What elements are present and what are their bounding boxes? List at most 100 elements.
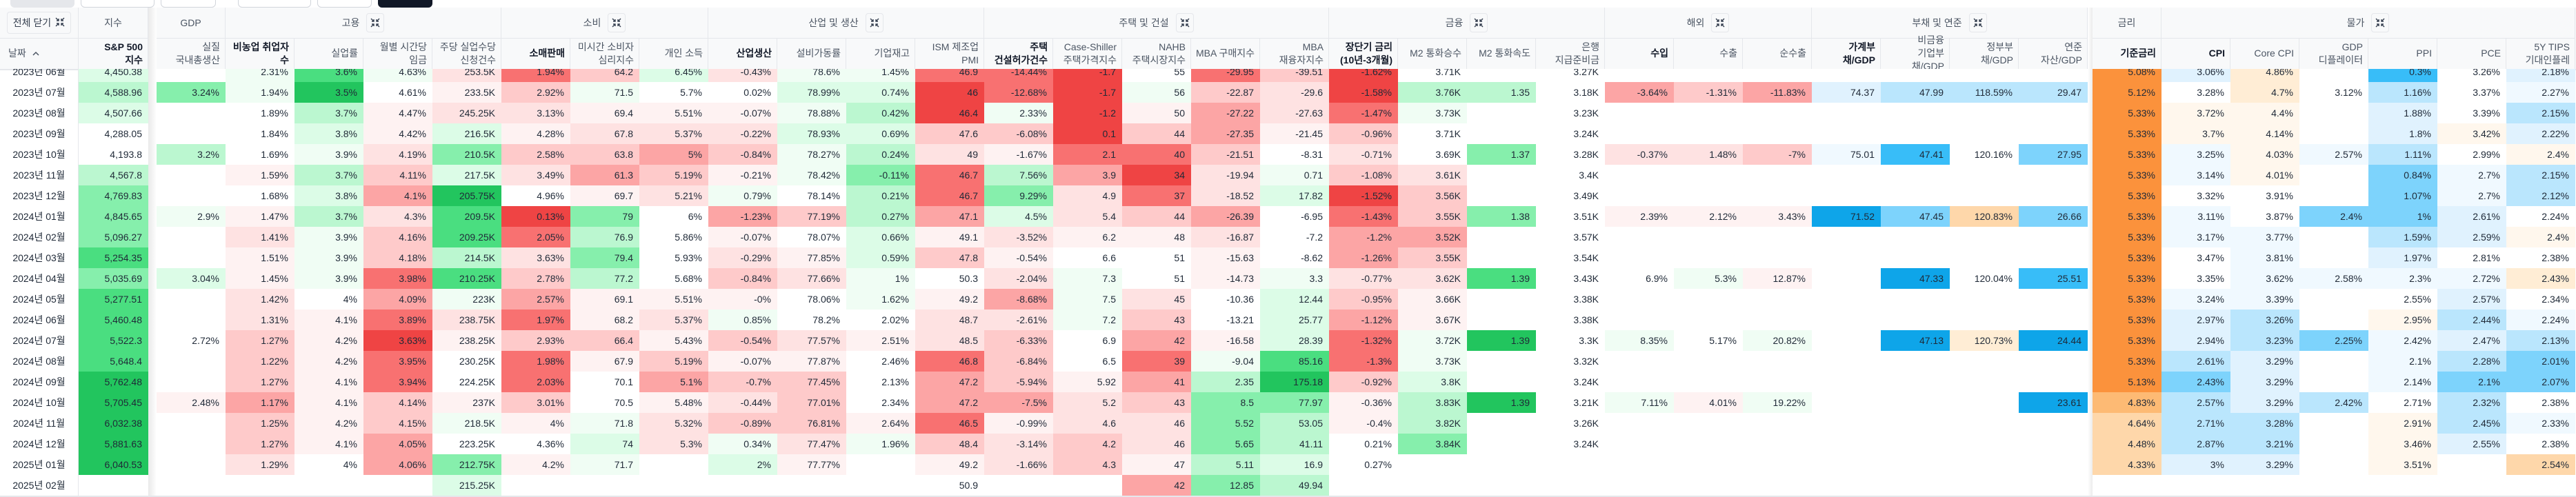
cell-net-exports: 12.87% <box>1743 268 1812 289</box>
table-row[interactable]: 2024년 01월 4,845.65 2.9% 1.47% 3.7% 4.3% 209.5K… <box>0 206 2575 227</box>
table-row[interactable]: 2024년 07월 5,522.3 2.72% 1.27% 4.2% 3.63% 238.2… <box>0 330 2575 351</box>
table-row[interactable]: 2023년 11월 4,567.8 1.59% 3.7% 4.11% 217.5K 3.49… <box>0 165 2575 185</box>
toolbar-button[interactable] <box>238 0 311 8</box>
table-row[interactable]: 2024년 08월 5,648.4 1.22% 4.2% 3.95% 230.25K 1.9… <box>0 351 2575 372</box>
column-header-ism-pmi[interactable]: ISM 제조업 PMI <box>915 38 984 69</box>
column-header-yield-spread[interactable]: 장단기 금리 (10년-3개월) <box>1329 38 1398 69</box>
horizontal-scrollbar[interactable] <box>0 496 2576 497</box>
toolbar-button[interactable] <box>81 0 154 8</box>
cell-nahb: 43 <box>1122 392 1191 413</box>
table-body[interactable]: 2023년 06월 4,450.38 2.31% 3.6% 4.63% 253.5K 1.9… <box>0 69 2576 496</box>
table-row[interactable]: 2024년 03월 5,254.35 1.51% 3.9% 4.18% 214.5K 3.6… <box>0 247 2575 268</box>
column-header-cpi[interactable]: CPI <box>2161 38 2230 69</box>
table-row[interactable]: 2024년 05월 5,277.51 1.42% 4% 4.09% 223K 2.57% 69… <box>0 289 2575 310</box>
table-row[interactable]: 2023년 12월 4,769.83 1.68% 3.8% 4.1% 205.75K 4.9… <box>0 185 2575 206</box>
column-header-pce[interactable]: PCE <box>2437 38 2506 69</box>
column-header-jobless-claims[interactable]: 주당 실업수당 신청건수 <box>432 38 501 69</box>
toolbar-button[interactable] <box>161 0 216 8</box>
column-header-fed-assets-gdp[interactable]: 연준 자산/GDP <box>2019 38 2088 69</box>
cell-jobless-claims: 237K <box>432 392 501 413</box>
column-header-ppi[interactable]: PPI <box>2368 38 2437 69</box>
sort-ascending-icon[interactable] <box>32 47 40 60</box>
table-row[interactable]: 2025년 01월 6,040.53 1.29% 4% 4.06% 212.75K 4.2%… <box>0 454 2575 475</box>
table-row[interactable]: 2024년 04월 5,035.69 3.04% 1.45% 3.9% 3.98% 210.… <box>0 268 2575 289</box>
column-header-tips-breakeven-5y[interactable]: 5Y TIPS 기대인플레 <box>2506 38 2575 69</box>
column-header-m2-velocity[interactable]: M2 통화속도 <box>1467 38 1536 69</box>
cell-core-cpi: 3.29% <box>2230 351 2299 372</box>
column-header-building-permits[interactable]: 주택 건설허가건수 <box>984 38 1053 69</box>
cell-sp500: 6,040.53 <box>79 454 148 475</box>
table-row[interactable]: 2024년 11월 6,032.38 1.25% 4.2% 4.15% 218.5K 4% 7… <box>0 413 2575 434</box>
cell-unemployment: 3.9% <box>294 247 363 268</box>
collapse-all-button[interactable]: 전체 닫기 <box>6 12 72 34</box>
collapse-group-button[interactable] <box>1470 13 1488 32</box>
cell-net-exports <box>1743 475 1812 496</box>
column-header-michigan-sentiment[interactable]: 미시간 소비자 심리지수 <box>570 38 639 69</box>
collapse-group-button[interactable] <box>608 13 626 32</box>
column-header-corporate-debt-gdp[interactable]: 비금융 기업부채/GDP <box>1881 34 1950 72</box>
column-header-business-inventories[interactable]: 기업재고 <box>846 38 915 69</box>
column-header-industrial-production[interactable]: 산업생산 <box>708 38 777 69</box>
column-header-case-shiller[interactable]: Case-Shiller 주택가격지수 <box>1053 38 1122 69</box>
collapse-group-button[interactable] <box>865 13 883 32</box>
collapse-group-button[interactable] <box>2371 13 2390 32</box>
cell-nonfarm-payrolls: 1.22% <box>226 351 294 372</box>
cell-ppi: 0.84% <box>2368 165 2437 185</box>
column-header-mba-refinance[interactable]: MBA 재융자지수 <box>1260 38 1329 69</box>
cell-sp500: 5,762.48 <box>79 372 148 392</box>
column-header-sp500[interactable]: S&P 500 지수 <box>79 38 148 69</box>
table-row[interactable]: 2025년 02월 215.25K 50.9 42 12.85 49.94 <box>0 475 2575 496</box>
column-header-nahb[interactable]: NAHB 주택시장지수 <box>1122 38 1191 69</box>
column-header-unemployment[interactable]: 실업률 <box>294 38 363 69</box>
column-header-government-debt-gdp[interactable]: 정부부채/GDP <box>1950 38 2019 69</box>
toolbar-primary-button[interactable] <box>378 0 432 8</box>
column-header-imports[interactable]: 수입 <box>1605 38 1674 69</box>
toolbar-button[interactable] <box>317 0 372 8</box>
cell-imports <box>1605 475 1674 496</box>
collapse-group-button[interactable] <box>1711 13 1730 32</box>
cell-jobless-claims: 216.5K <box>432 123 501 144</box>
cell-imports <box>1605 454 1674 475</box>
cell-bank-reserves: 3.27K <box>1536 69 1605 82</box>
table-row[interactable]: 2023년 08월 4,507.66 1.89% 3.7% 4.47% 245.25K 3.… <box>0 103 2575 123</box>
collapse-group-button[interactable] <box>1175 13 1194 32</box>
column-header-date[interactable]: 날짜 <box>0 38 79 69</box>
table-row[interactable]: 2024년 06월 5,460.48 1.31% 4.1% 3.89% 238.75K 1.… <box>0 310 2575 330</box>
table-row[interactable]: 2023년 10월 4,193.8 3.2% 1.69% 3.9% 4.19% 210.5K… <box>0 144 2575 165</box>
table-row[interactable]: 2024년 02월 5,096.27 1.41% 3.9% 4.16% 209.25K 2.… <box>0 227 2575 247</box>
column-header-net-exports[interactable]: 순수출 <box>1743 38 1812 69</box>
column-header-gdp-deflator[interactable]: GDP 디플레이터 <box>2299 38 2368 69</box>
collapse-group-button[interactable] <box>366 13 385 32</box>
column-header-household-debt-gdp[interactable]: 가계부채/GDP <box>1812 38 1881 69</box>
cell-ism-pmi: 49.2 <box>915 289 984 310</box>
column-header-bank-reserves[interactable]: 은행 지급준비금 <box>1536 38 1605 69</box>
column-header-capacity-utilization[interactable]: 설비가동률 <box>777 38 846 69</box>
cell-core-cpi: 4.03% <box>2230 144 2299 165</box>
column-header-nonfarm-payrolls[interactable]: 비농업 취업자 수 <box>226 38 294 69</box>
column-header-hourly-wage[interactable]: 월별 시간당 임금 <box>363 38 432 69</box>
column-header-personal-income[interactable]: 개인 소득 <box>639 38 708 69</box>
cell-mba-refinance: -8.62 <box>1260 247 1329 268</box>
column-label: MBA 구매지수 <box>1196 48 1255 59</box>
cell-nahb: 44 <box>1122 206 1191 227</box>
column-header-retail-sales[interactable]: 소매판매 <box>501 38 570 69</box>
column-header-real-gdp[interactable]: 실질 국내총생산 <box>157 38 226 69</box>
cell-real-gdp: 2.48% <box>157 392 226 413</box>
table-row[interactable]: 2024년 10월 5,705.45 2.48% 1.17% 4.1% 4.14% 237K… <box>0 392 2575 413</box>
table-row[interactable]: 2023년 07월 4,588.96 3.24% 1.94% 3.5% 4.61% 233.… <box>0 82 2575 103</box>
toolbar-button[interactable] <box>10 0 74 8</box>
cell-hourly-wage: 4.09% <box>363 289 432 310</box>
table-row[interactable]: 2023년 06월 4,450.38 2.31% 3.6% 4.63% 253.5K 1.9… <box>0 69 2575 82</box>
cell-imports <box>1605 123 1674 144</box>
column-header-core-cpi[interactable]: Core CPI <box>2230 38 2299 69</box>
table-row[interactable]: 2024년 12월 5,881.63 1.27% 4.1% 4.05% 223.25K 4.… <box>0 434 2575 454</box>
collapse-group-button[interactable] <box>1968 13 1987 32</box>
column-header-policy-rate[interactable]: 기준금리 <box>2093 38 2161 69</box>
cell-bank-reserves <box>1536 475 1605 496</box>
column-label: 개인 소득 <box>664 48 703 59</box>
table-row[interactable]: 2023년 09월 4,288.05 1.84% 3.8% 4.42% 216.5K 4.2… <box>0 123 2575 144</box>
column-header-m2-multiplier[interactable]: M2 통화승수 <box>1398 38 1467 69</box>
column-header-exports[interactable]: 수출 <box>1674 38 1743 69</box>
table-row[interactable]: 2024년 09월 5,762.48 1.27% 4.1% 3.94% 224.25K 2.… <box>0 372 2575 392</box>
column-header-mba-purchase[interactable]: MBA 구매지수 <box>1191 38 1260 69</box>
